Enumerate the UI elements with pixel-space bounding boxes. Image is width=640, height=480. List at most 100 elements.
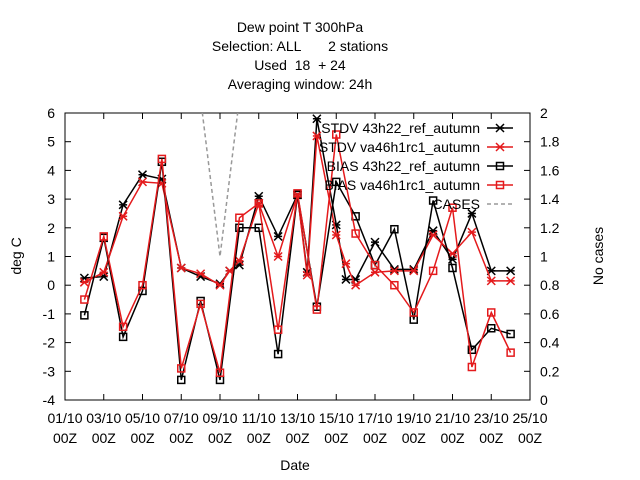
data-point xyxy=(351,280,361,290)
data-point xyxy=(215,368,225,377)
data-point xyxy=(176,263,186,273)
x-tick-label: 00Z xyxy=(169,430,194,446)
data-point xyxy=(467,345,477,355)
x-axis: 01/10 00Z 03/10 00Z 05/10 00Z 07/10 00Z 09/10 00Z… xyxy=(47,113,548,446)
data-point xyxy=(495,161,505,171)
chart-title-line: Averaging window: 24h xyxy=(228,76,373,92)
data-point xyxy=(196,269,206,279)
data-point xyxy=(312,305,322,314)
x-tick-label: 00Z xyxy=(440,430,465,446)
y2-tick-label: 1.4 xyxy=(540,191,560,207)
y2-tick-label: 0.2 xyxy=(540,363,560,379)
data-point xyxy=(506,329,515,339)
y-tick-label: 0 xyxy=(47,277,55,293)
y2-axis-label: No cases xyxy=(590,227,606,285)
data-point xyxy=(389,266,399,276)
x-tick-label: 25/10 xyxy=(512,410,547,426)
data-point xyxy=(80,311,89,320)
data-point xyxy=(331,230,341,240)
chart-title-line: Selection: ALL 2 stations xyxy=(212,38,388,54)
data-point xyxy=(448,203,457,212)
y-tick-label: 4 xyxy=(47,162,55,178)
data-point xyxy=(312,114,322,124)
data-point xyxy=(467,227,477,237)
x-tick-label: 09/10 xyxy=(202,410,237,426)
data-point xyxy=(486,276,496,286)
legend-label: STDV va46h1rc1_autumn xyxy=(319,139,480,155)
data-point xyxy=(80,295,89,304)
data-point xyxy=(79,277,89,287)
x-tick-label: 00Z xyxy=(285,430,310,446)
data-point xyxy=(506,266,516,276)
legend-item: CASES xyxy=(433,196,513,212)
data-point xyxy=(118,322,128,332)
x-tick-label: 23/10 xyxy=(474,410,509,426)
series-line xyxy=(83,134,512,373)
data-point xyxy=(487,324,496,333)
y2-tick-label: 0 xyxy=(540,392,548,408)
legend-label: STDV 43h22_ref_autumn xyxy=(321,120,480,136)
x-tick-label: 21/10 xyxy=(435,410,470,426)
x-axis-label: Date xyxy=(280,457,310,473)
y-tick-label: 6 xyxy=(47,105,55,121)
x-tick-label: 00Z xyxy=(92,430,117,446)
series-group xyxy=(79,113,516,385)
y-axis-label: deg C xyxy=(8,237,24,274)
x-tick-label: 19/10 xyxy=(396,410,431,426)
data-point xyxy=(234,260,244,270)
data-point xyxy=(137,170,148,180)
y2-tick-label: 2 xyxy=(540,105,548,121)
chart-title: Dew point T 300hPa Selection: ALL 2 stati… xyxy=(212,19,388,92)
legend-label: BIAS va46h1rc1_autumn xyxy=(324,177,480,193)
data-point xyxy=(389,264,399,274)
y-tick-label: -3 xyxy=(43,363,56,379)
series xyxy=(80,130,515,377)
data-point xyxy=(293,189,302,198)
data-point xyxy=(448,263,457,273)
x-tick-label: 00Z xyxy=(130,430,155,446)
data-point xyxy=(312,131,322,141)
data-point xyxy=(118,332,128,342)
data-point xyxy=(341,259,351,269)
plot-frame xyxy=(64,112,531,401)
data-point xyxy=(235,213,244,223)
data-point xyxy=(235,223,244,233)
data-point xyxy=(506,276,516,286)
y-tick-label: -1 xyxy=(43,306,56,322)
x-tick-label: 00Z xyxy=(402,430,427,446)
x-tick-label: 00Z xyxy=(479,430,504,446)
y2-tick-label: 0.4 xyxy=(540,335,560,351)
data-point xyxy=(351,229,360,238)
y2-axis: 0 0.2 0.4 0.6 0.8 1 1.2 1.4 1.6 1.8 2 xyxy=(524,105,560,408)
legend-item: STDV va46h1rc1_autumn xyxy=(319,139,513,155)
x-tick-label: 11/10 xyxy=(242,410,276,426)
data-point xyxy=(215,280,225,290)
data-point xyxy=(428,266,438,276)
data-point xyxy=(273,231,283,241)
y2-tick-label: 1.6 xyxy=(540,162,560,178)
data-point xyxy=(118,200,128,210)
legend-item: STDV 43h22_ref_autumn xyxy=(321,120,513,136)
data-point xyxy=(234,256,244,266)
y-tick-label: -4 xyxy=(43,392,56,408)
y2-tick-label: 1.8 xyxy=(540,134,560,150)
data-point xyxy=(273,251,283,262)
x-tick-label: 17/10 xyxy=(357,410,392,426)
data-point xyxy=(409,308,418,317)
x-tick-label: 01/10 xyxy=(47,410,82,426)
data-point xyxy=(341,274,351,284)
data-point xyxy=(99,232,108,241)
y2-tick-label: 0.6 xyxy=(540,306,560,322)
x-tick-label: 13/10 xyxy=(280,410,315,426)
x-tick-label: 00Z xyxy=(208,430,233,446)
data-point xyxy=(118,211,128,221)
x-tick-label: 07/10 xyxy=(164,410,199,426)
data-point xyxy=(370,260,380,270)
data-point xyxy=(428,226,438,236)
legend-item: BIAS 43h22_ref_autumn xyxy=(327,158,513,174)
data-point xyxy=(138,280,147,290)
legend-label: BIAS 43h22_ref_autumn xyxy=(327,158,480,174)
y-axis: -4 -3 -2 -1 0 1 2 3 4 5 6 xyxy=(43,105,71,408)
data-point xyxy=(370,267,380,277)
